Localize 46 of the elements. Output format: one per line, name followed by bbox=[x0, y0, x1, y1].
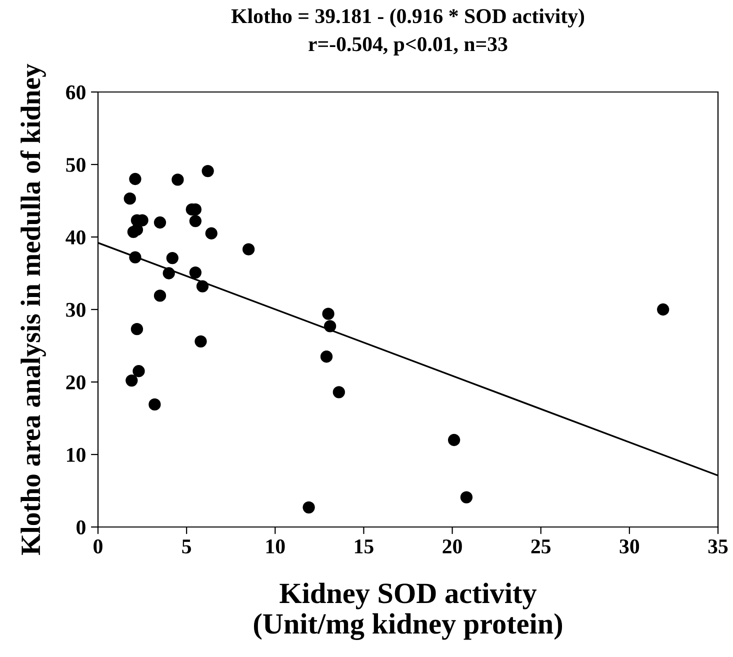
chart-title: Klotho = 39.181 - (0.916 * SOD activity) bbox=[231, 8, 584, 28]
point bbox=[124, 192, 136, 205]
point bbox=[189, 266, 202, 279]
point bbox=[154, 290, 166, 302]
x-tick-label: 0 bbox=[94, 539, 102, 554]
point bbox=[126, 374, 138, 387]
point bbox=[460, 491, 473, 504]
point bbox=[448, 434, 460, 446]
y-tick-label: 40 bbox=[66, 230, 86, 244]
point bbox=[332, 386, 345, 398]
point bbox=[194, 335, 207, 348]
y-tick-label: 0 bbox=[76, 520, 86, 534]
point bbox=[148, 398, 161, 411]
y-tick-label: 60 bbox=[66, 85, 86, 100]
point bbox=[172, 174, 184, 186]
y-axis-title: Klotho area analysis in medulla of kidney bbox=[20, 64, 46, 555]
point bbox=[196, 280, 209, 292]
x-tick-label: 15 bbox=[354, 540, 374, 554]
point bbox=[657, 303, 670, 316]
point bbox=[154, 216, 166, 229]
y-tick-label: 20 bbox=[66, 375, 86, 390]
point bbox=[320, 350, 333, 363]
y-tick-label: 10 bbox=[67, 448, 86, 462]
y-tick-label: 30 bbox=[66, 302, 86, 317]
x-tick-label: 20 bbox=[442, 539, 462, 554]
point bbox=[162, 267, 175, 280]
y-tick-label: 50 bbox=[66, 158, 86, 172]
x-tick-label: 35 bbox=[708, 539, 728, 554]
x-tick-label: 5 bbox=[182, 540, 192, 554]
point bbox=[242, 243, 255, 256]
chart-subtitle: r=-0.504, p<0.01, n=33 bbox=[308, 37, 508, 56]
point bbox=[130, 323, 144, 336]
x-axis-title: Kidney SOD activity (Unit/mg kidney protein) bbox=[254, 582, 562, 640]
x-tick-label: 25 bbox=[531, 539, 551, 554]
point bbox=[324, 320, 336, 332]
point bbox=[129, 251, 142, 264]
point bbox=[205, 227, 218, 240]
x-tick-label: 30 bbox=[620, 539, 640, 554]
point bbox=[189, 214, 202, 228]
point bbox=[322, 308, 334, 320]
point bbox=[166, 252, 178, 264]
point bbox=[129, 172, 142, 186]
point bbox=[202, 164, 214, 178]
x-tick-label: 10 bbox=[266, 539, 285, 554]
point bbox=[302, 501, 315, 514]
point bbox=[132, 365, 145, 378]
